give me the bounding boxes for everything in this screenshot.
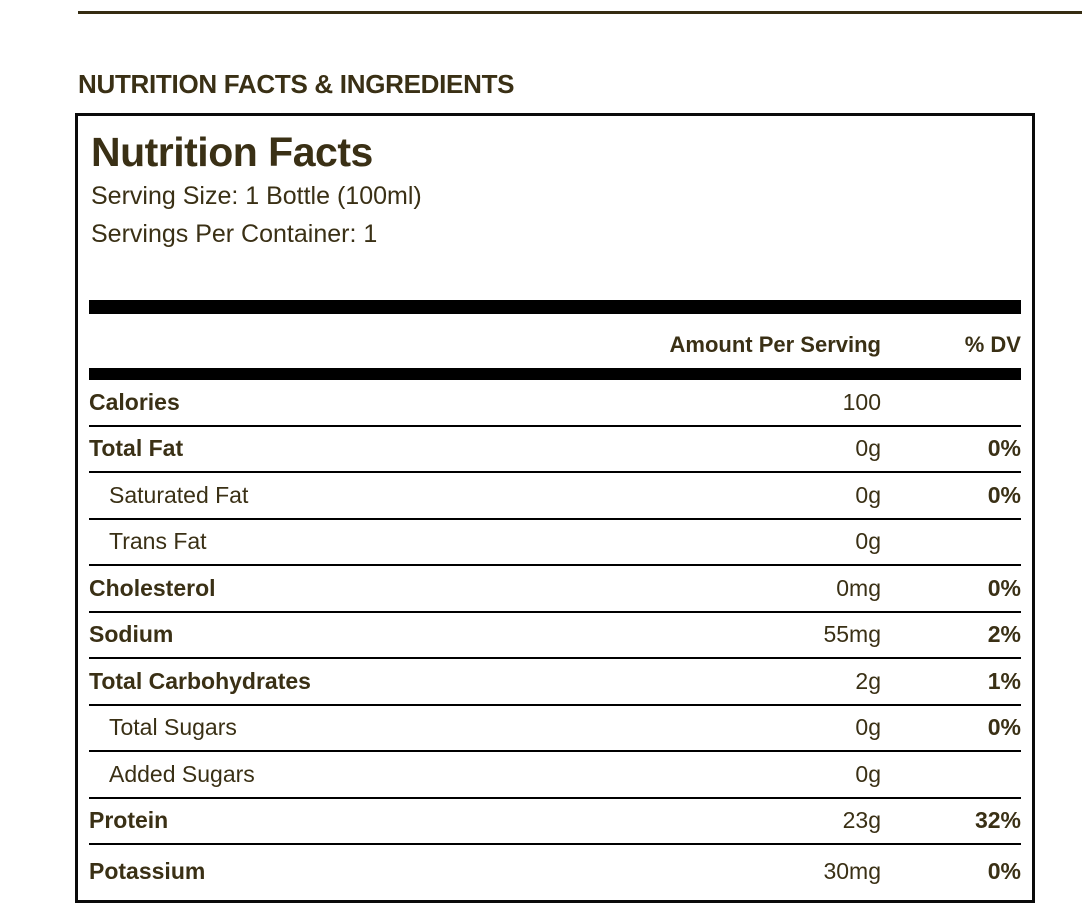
nutrient-name: Sodium — [89, 621, 174, 648]
nutrient-name: Total Carbohydrates — [89, 667, 311, 694]
serving-size-text: Serving Size: 1 Bottle (100ml) — [91, 182, 422, 210]
nutrient-name: Trans Fat — [109, 528, 207, 555]
nutrient-dv: 2% — [987, 621, 1021, 648]
section-divider-rule — [78, 11, 1082, 14]
nutrient-name: Total Fat — [89, 435, 184, 462]
nutrient-amount: 23g — [842, 807, 881, 834]
nutrient-row: Saturated Fat 0g 0% — [89, 473, 1021, 520]
nutrient-name: Potassium — [89, 857, 206, 884]
nutrient-row: Total Fat 0g 0% — [89, 427, 1021, 473]
nutrient-name: Added Sugars — [109, 760, 255, 787]
nutrient-row: Potassium 30mg 0% — [89, 845, 1021, 897]
servings-per-container-text: Servings Per Container: 1 — [91, 220, 378, 248]
nutrient-amount: 0g — [855, 528, 881, 555]
nutrient-dv: 0% — [987, 857, 1021, 884]
nutrient-dv: 0% — [987, 435, 1021, 462]
nutrition-rows: Calories 100 Total Fat 0g 0% Saturated F… — [89, 380, 1021, 897]
nutrient-amount: 0g — [855, 714, 881, 741]
percent-dv-header: % DV — [964, 332, 1021, 357]
nutrient-amount: 0mg — [836, 574, 881, 601]
nutrient-row: Total Sugars 0g 0% — [89, 706, 1021, 752]
nutrient-dv: 0% — [987, 574, 1021, 601]
nutrient-name: Calories — [89, 388, 180, 415]
label-separator-bar-top — [89, 300, 1021, 314]
nutrient-amount: 100 — [842, 388, 881, 415]
amount-per-serving-header: Amount Per Serving — [669, 332, 881, 357]
nutrient-row: Sodium 55mg 2% — [89, 613, 1021, 659]
nutrition-table-header: Amount Per Serving % DV — [89, 314, 1021, 368]
nutrient-row: Protein 23g 32% — [89, 799, 1021, 845]
nutrient-name: Cholesterol — [89, 574, 216, 601]
label-separator-bar-header — [89, 368, 1021, 380]
nutrient-amount: 30mg — [823, 857, 881, 884]
nutrient-name: Saturated Fat — [109, 481, 249, 508]
nutrient-name: Total Sugars — [109, 714, 237, 741]
nutrient-dv: 0% — [987, 714, 1021, 741]
nutrient-row: Trans Fat 0g — [89, 520, 1021, 566]
nutrient-amount: 2g — [855, 667, 881, 694]
nutrition-facts-title: Nutrition Facts — [91, 129, 373, 175]
nutrient-name: Protein — [89, 807, 169, 834]
nutrient-amount: 0g — [855, 481, 881, 508]
nutrient-row: Total Carbohydrates 2g 1% — [89, 659, 1021, 706]
nutrient-dv: 0% — [987, 481, 1021, 508]
nutrient-amount: 0g — [855, 435, 881, 462]
nutrient-row: Added Sugars 0g — [89, 752, 1021, 799]
nutrient-dv: 32% — [974, 807, 1021, 834]
nutrient-row: Cholesterol 0mg 0% — [89, 566, 1021, 613]
nutrient-dv: 1% — [987, 667, 1021, 694]
nutrient-amount: 55mg — [823, 621, 881, 648]
nutrient-row: Calories 100 — [89, 380, 1021, 427]
section-title: NUTRITION FACTS & INGREDIENTS — [78, 68, 515, 99]
nutrient-amount: 0g — [855, 760, 881, 787]
nutrition-facts-panel: Nutrition Facts Serving Size: 1 Bottle (… — [75, 113, 1035, 903]
